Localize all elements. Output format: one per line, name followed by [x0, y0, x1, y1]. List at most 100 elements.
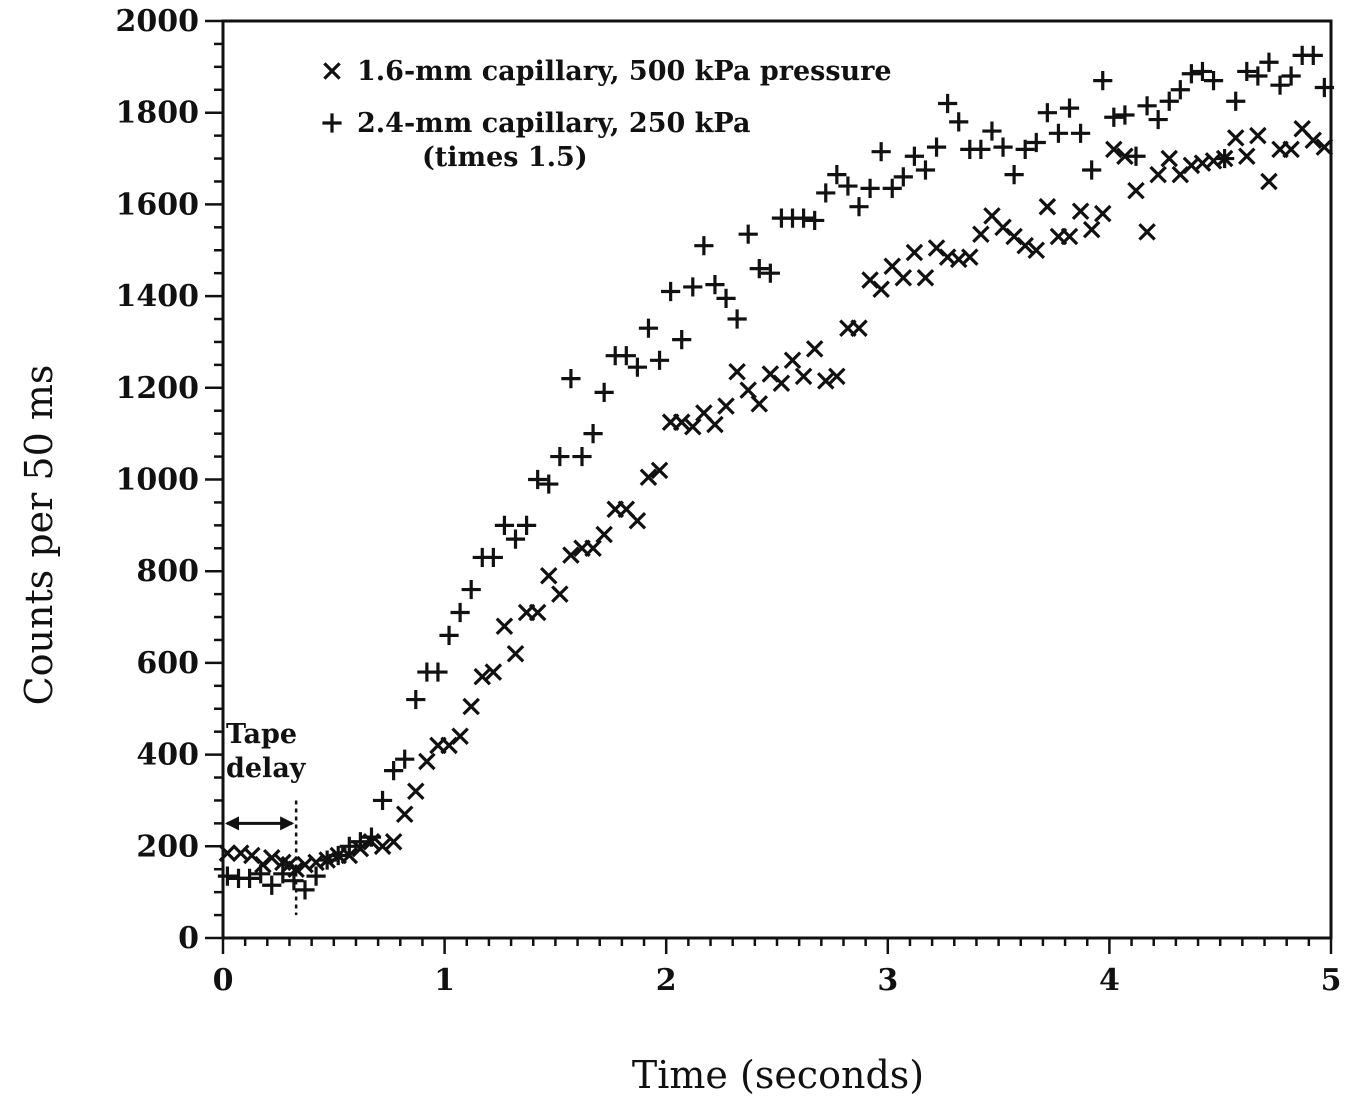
plus-point: [1226, 91, 1246, 111]
x-point: [894, 268, 913, 287]
arrow-head-right: [280, 816, 295, 831]
plus-point: [1115, 105, 1135, 125]
plus-point: [1137, 96, 1157, 116]
x-point: [1060, 227, 1079, 246]
plus-point: [539, 474, 559, 494]
x-point: [639, 468, 658, 486]
x-point: [905, 243, 924, 262]
plus-point: [849, 197, 869, 217]
legend-marker-x-icon: [323, 62, 341, 80]
plus-point: [1093, 71, 1113, 91]
plus-point: [450, 602, 470, 623]
y-tick-label: 400: [136, 738, 199, 773]
plus-point: [1148, 109, 1168, 130]
x-point: [395, 805, 414, 823]
x-point: [1271, 140, 1289, 159]
plus-point: [372, 790, 393, 811]
plus-point: [727, 309, 747, 329]
plus-point: [1015, 139, 1035, 159]
x-point: [573, 539, 591, 558]
x-point: [872, 280, 890, 298]
plus-point: [871, 142, 891, 162]
plus-point: [384, 761, 404, 781]
plus-point: [273, 864, 293, 884]
plus-point: [760, 263, 780, 283]
x-point: [495, 617, 514, 635]
plus-point: [516, 515, 537, 535]
x-point: [1093, 204, 1112, 223]
plus-point: [638, 318, 659, 338]
x-point: [1238, 147, 1256, 166]
x-point: [839, 319, 857, 337]
x-tick-label: 5: [1321, 963, 1342, 998]
x-tick-label: 1: [434, 963, 455, 998]
plus-point: [915, 160, 936, 180]
x-point: [672, 413, 691, 431]
tape-delay-label-line2: delay: [226, 753, 307, 784]
x-point: [916, 268, 935, 287]
x-point: [1304, 131, 1323, 149]
plus-point: [1104, 107, 1124, 127]
plus-point: [1270, 75, 1290, 95]
x-point: [1138, 223, 1156, 241]
x-point: [739, 381, 757, 399]
x-axis-ticks: 0 1 2 3 4 5: [213, 938, 1342, 998]
y-tick-label: 1800: [116, 96, 200, 131]
plus-point: [649, 350, 670, 370]
legend: 1.6-mm capillary, 500 kPa pressure 2.4-m…: [322, 56, 892, 173]
plus-point: [982, 121, 1002, 141]
x-point: [429, 736, 447, 755]
plus-point: [1082, 160, 1102, 180]
plus-point: [550, 446, 570, 467]
plus-point: [793, 208, 814, 228]
plus-point: [295, 880, 315, 900]
plus-point: [1159, 91, 1179, 111]
plus-point: [938, 93, 958, 114]
x-point: [783, 351, 802, 370]
plus-point: [904, 146, 924, 166]
x-point: [407, 782, 425, 801]
x-axis-title: Time (seconds): [632, 1053, 924, 1097]
x-point: [816, 372, 835, 390]
x-point: [384, 832, 403, 851]
legend-x-mark: [323, 62, 341, 80]
x-point: [717, 397, 735, 415]
x-point: [1038, 197, 1057, 216]
x-point: [1016, 236, 1034, 255]
plus-point: [1281, 66, 1301, 86]
y-tick-label: 1600: [116, 187, 200, 222]
plus-point: [1004, 164, 1024, 185]
x-point: [628, 512, 647, 530]
x-point: [1160, 149, 1178, 168]
x-point: [484, 663, 503, 681]
y-axis-ticks: 0 200 400 600 800 1000 1200 1400 1600 1800 2000: [116, 4, 223, 956]
y-axis-title: Counts per 50 ms: [17, 365, 61, 706]
y-tick-label: 800: [136, 554, 199, 589]
legend-plus-mark: [322, 113, 342, 133]
plus-point: [572, 446, 592, 467]
plus-point: [528, 469, 548, 490]
plus-point: [926, 137, 947, 157]
x-point: [750, 395, 769, 413]
x-point: [1249, 126, 1267, 145]
x-point: [584, 539, 602, 558]
x-point: [562, 546, 580, 564]
plus-point: [1126, 146, 1146, 166]
x-point: [650, 461, 669, 480]
x-point: [418, 752, 436, 771]
plus-point: [627, 357, 647, 377]
plus-point: [505, 529, 526, 549]
x-point: [1105, 140, 1123, 159]
x-tick-label: 0: [213, 963, 234, 998]
plus-point: [328, 845, 348, 866]
x-point: [1082, 220, 1101, 239]
y-tick-label: 200: [136, 829, 199, 864]
plus-point: [1059, 98, 1080, 118]
plus-point: [361, 827, 382, 847]
plus-point: [694, 236, 714, 256]
x-point: [218, 844, 237, 862]
plus-point: [949, 112, 969, 132]
x-point: [551, 585, 569, 603]
tape-delay-label-line1: Tape: [226, 719, 297, 750]
x-point: [1116, 147, 1134, 166]
